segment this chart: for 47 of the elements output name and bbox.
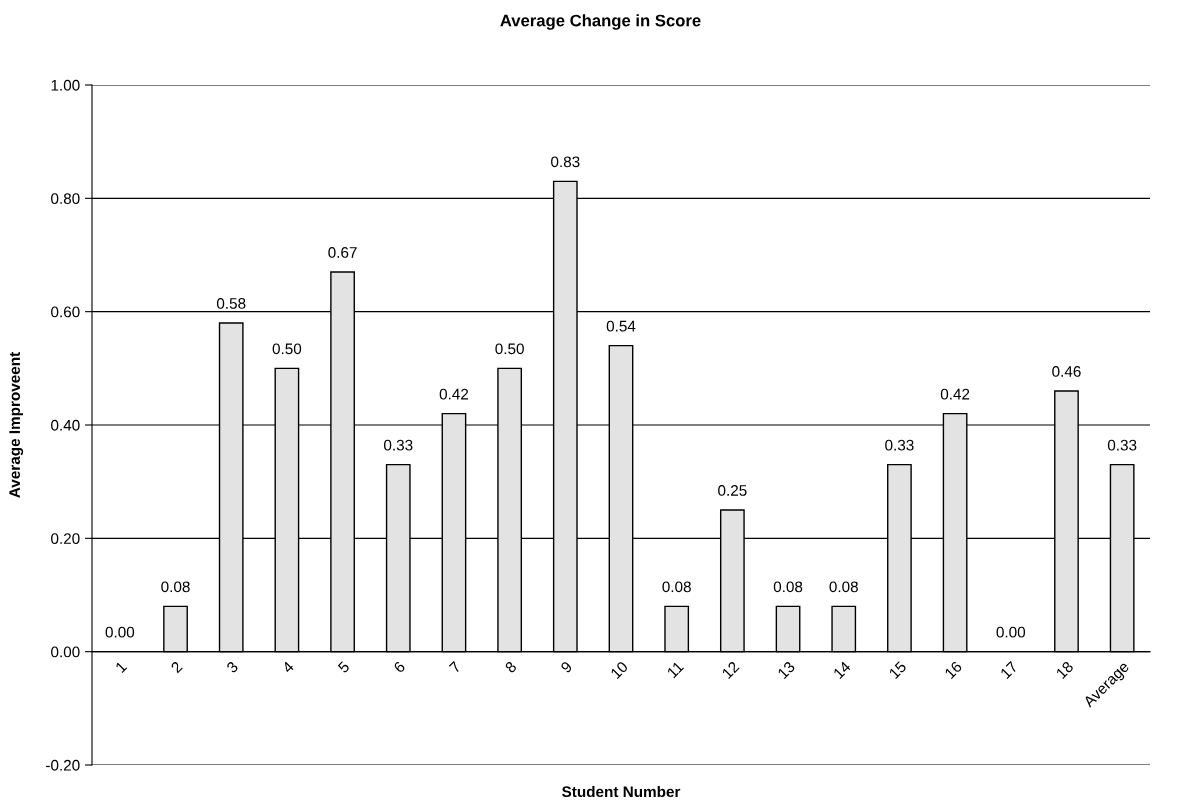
data-label: 0.08	[829, 581, 858, 593]
x-tick-label: 8	[504, 660, 518, 674]
data-label: 0.42	[439, 388, 469, 400]
data-label: 0.46	[1052, 366, 1081, 377]
x-tick-label: 2	[170, 660, 183, 674]
data-label: 0.08	[161, 581, 190, 593]
chart-title: Average Change in Score	[500, 14, 701, 30]
x-tick-label: 17	[999, 660, 1019, 680]
data-label: 0.33	[885, 439, 914, 451]
y-axis-title: Average Improveent	[9, 352, 24, 498]
data-label: 0.67	[328, 247, 357, 258]
x-tick-label: 4	[281, 660, 295, 674]
x-tick-label: 18	[1055, 660, 1074, 680]
data-label: 0.08	[662, 581, 691, 593]
y-tick-label: 0.80	[51, 193, 80, 205]
data-label: 0.00	[996, 626, 1026, 638]
x-tick-label: 6	[393, 660, 406, 674]
data-label: 0.25	[718, 485, 747, 496]
x-axis-title: Student Number	[562, 785, 681, 798]
y-tick-label: 0.40	[51, 419, 80, 431]
data-label: 0.00	[105, 626, 135, 638]
x-tick-label: 13	[777, 660, 796, 680]
y-tick-label: 1.00	[51, 79, 80, 91]
x-tick-label: 10	[610, 660, 629, 680]
data-label: 0.33	[1107, 439, 1137, 451]
x-tick-label: 14	[832, 660, 852, 680]
data-label: 0.50	[272, 343, 302, 355]
y-tick-label: -0.20	[46, 759, 80, 771]
x-tick-label: 11	[666, 660, 684, 679]
y-tick-label: 0.60	[51, 306, 80, 318]
data-label: 0.50	[495, 343, 524, 355]
data-label: 0.33	[383, 439, 413, 451]
x-tick-label: 16	[944, 660, 963, 680]
x-tick-label: 1	[115, 660, 128, 674]
y-tick-label: 0.00	[51, 646, 80, 658]
x-tick-label: 15	[888, 660, 907, 680]
x-tick-label: 12	[721, 660, 740, 680]
x-tick-label: 5	[337, 660, 351, 674]
data-label: 0.58	[216, 298, 246, 309]
data-label: 0.42	[940, 388, 970, 400]
x-tick-label: 3	[225, 660, 239, 674]
data-label: 0.83	[551, 156, 580, 168]
data-label: 0.08	[773, 581, 803, 593]
data-label: 0.54	[606, 320, 636, 332]
x-tick-label: 9	[560, 660, 573, 674]
y-tick-label: 0.20	[51, 533, 80, 545]
x-tick-label: 7	[448, 660, 462, 674]
